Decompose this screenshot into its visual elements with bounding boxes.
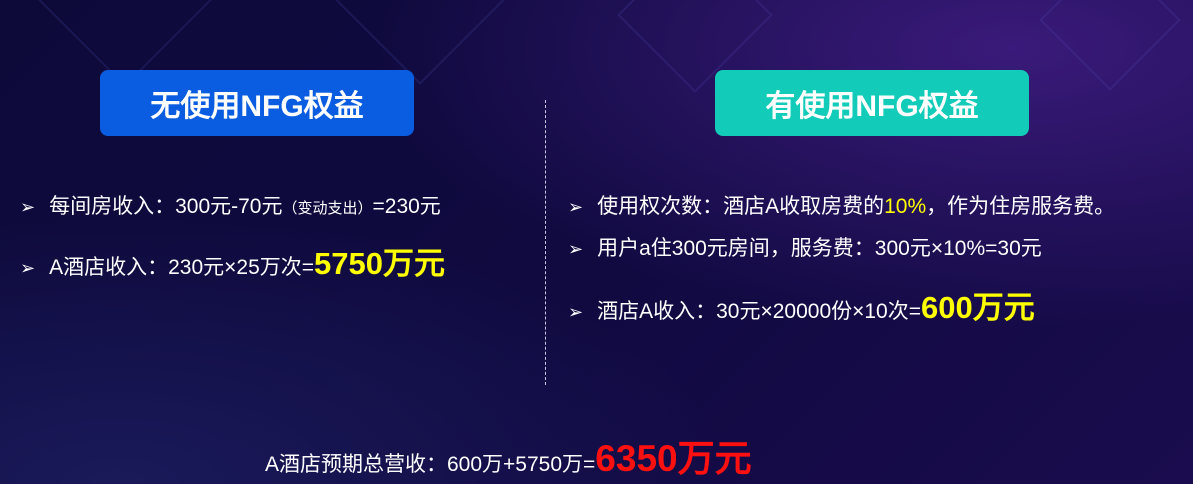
right-item-2: ➢ 用户a住300元房间，服务费：300元×10%=30元 <box>568 232 1042 262</box>
arrowhead-bullet-icon: ➢ <box>568 239 584 259</box>
arrowhead-bullet-icon: ➢ <box>568 302 584 322</box>
arrowhead-bullet-icon: ➢ <box>20 197 36 217</box>
item-text: A酒店收入：230元×25万次= <box>49 256 315 279</box>
total-label: A酒店预期总营收：600万+5750万= <box>265 453 596 476</box>
item-note: （变动支出） <box>282 200 373 217</box>
highlight-value: 600万元 <box>921 290 1035 325</box>
dashed-divider <box>545 100 546 385</box>
no-nfg-title: 无使用NFG权益 <box>100 70 414 136</box>
total-value: 6350万元 <box>595 438 752 479</box>
item-text: =230元 <box>372 195 441 218</box>
item-text: 每间房收入：300元-70元 <box>49 195 283 218</box>
item-text: ，作为住房服务费。 <box>926 195 1116 218</box>
left-item-1: ➢ 每间房收入：300元-70元 （变动支出） =230元 <box>20 190 441 220</box>
right-item-3: ➢ 酒店A收入：30元×20000份×10次= 600万元 <box>568 282 1035 327</box>
arrowhead-bullet-icon: ➢ <box>568 197 584 217</box>
item-text: 使用权次数：酒店A收取房费的 <box>597 195 885 218</box>
right-item-1: ➢ 使用权次数：酒店A收取房费的 10% ，作为住房服务费。 <box>568 190 1115 220</box>
highlight-value: 10% <box>884 195 927 218</box>
with-nfg-title: 有使用NFG权益 <box>715 70 1029 136</box>
highlight-value: 5750万元 <box>314 246 445 281</box>
item-text: 用户a住300元房间，服务费：300元×10%=30元 <box>597 237 1042 260</box>
item-text: 酒店A收入：30元×20000份×10次= <box>597 300 922 323</box>
decor-diamond <box>1039 0 1181 91</box>
left-item-2: ➢ A酒店收入：230元×25万次= 5750万元 <box>20 238 445 283</box>
total-revenue: A酒店预期总营收：600万+5750万= 6350万元 <box>265 428 752 482</box>
arrowhead-bullet-icon: ➢ <box>20 258 36 278</box>
